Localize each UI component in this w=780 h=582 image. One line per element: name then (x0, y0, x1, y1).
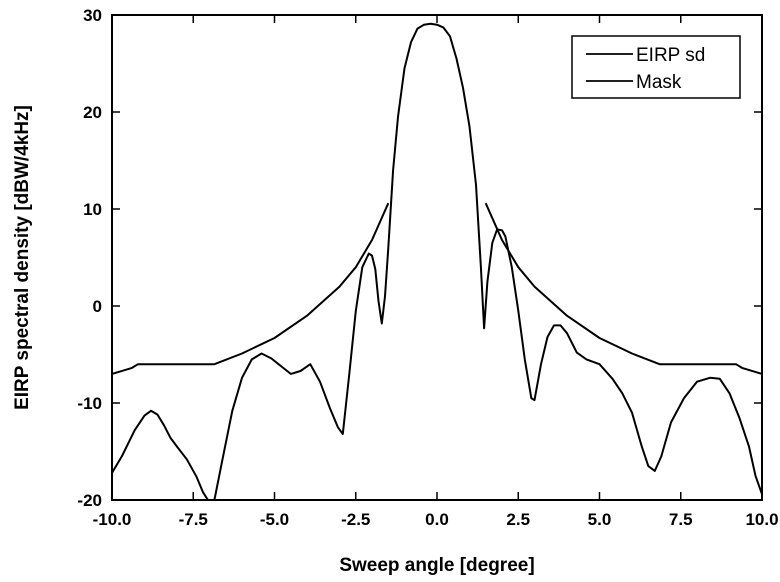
x-axis-title: Sweep angle [degree] (339, 555, 534, 576)
legend-label-eirp-sd: EIRP sd (636, 45, 705, 66)
y-tick-label-3: 10 (83, 200, 102, 219)
eirp-sd-line-segment-0 (112, 409, 209, 500)
y-tick-label-0: -20 (77, 491, 102, 510)
legend: EIRP sd Mask (571, 35, 741, 99)
mask-line-segment-0 (112, 202, 390, 375)
plot-lines (112, 22, 762, 500)
legend-box (571, 35, 741, 99)
x-tick-label-5: 2.5 (506, 510, 530, 529)
x-tick-label-6: 5.0 (588, 510, 612, 529)
ticks (111, 14, 763, 501)
y-axis-title: EIRP spectral density [dBW/4kHz] (12, 105, 33, 410)
x-tick-label-1: -7.5 (179, 510, 208, 529)
y-tick-label-2: 0 (93, 297, 102, 316)
y-tick-label-1: -10 (77, 394, 102, 413)
x-tick-label-8: 10.0 (745, 510, 778, 529)
x-tick-label-7: 7.5 (669, 510, 693, 529)
mask-line-segment-1 (484, 202, 762, 375)
x-tick-label-2: -5.0 (260, 510, 289, 529)
x-tick-label-4: 0.0 (425, 510, 449, 529)
tick-labels: -10.0 -7.5 -5.0 -2.5 0.0 2.5 5.0 7.5 10.0 -20 -10 0… (77, 6, 778, 529)
x-tick-label-3: -2.5 (341, 510, 370, 529)
x-tick-label-0: -10.0 (93, 510, 132, 529)
eirp-sd-line-segment-1 (213, 22, 762, 500)
y-tick-label-4: 20 (83, 103, 102, 122)
y-tick-label-5: 30 (83, 6, 102, 25)
legend-label-mask: Mask (636, 72, 682, 93)
